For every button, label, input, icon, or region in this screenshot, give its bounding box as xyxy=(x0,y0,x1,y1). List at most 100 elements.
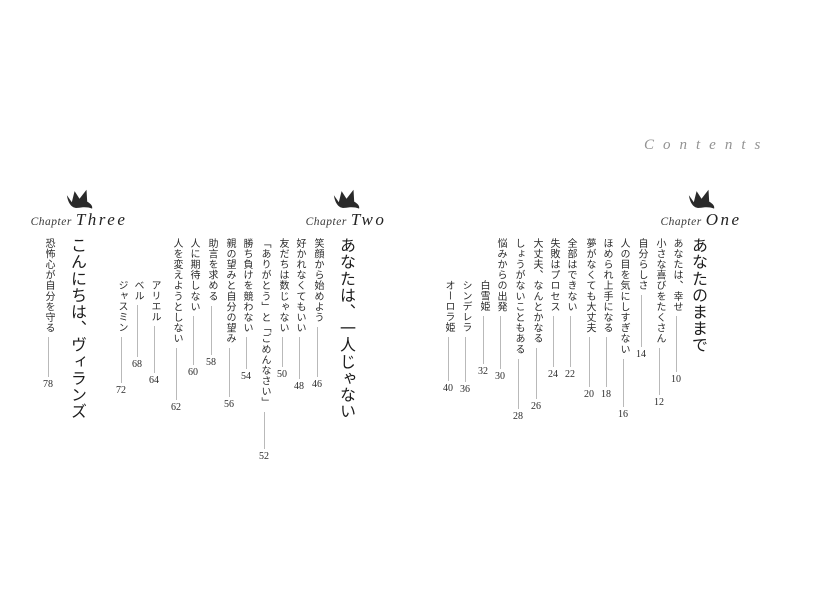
entry-title: 人の目を気にしすぎない xyxy=(618,238,629,355)
entry-page-number: 60 xyxy=(188,367,198,378)
entry-page-number: 10 xyxy=(671,374,681,385)
leader-line xyxy=(298,337,300,379)
entry-title: 全部はできない xyxy=(565,238,576,313)
toc-entry-ch1-7: 全部はできない 22 xyxy=(561,238,579,380)
toc-entry-ch1-11: 悩みからの出発 30 xyxy=(491,238,509,382)
leader-line xyxy=(640,295,642,347)
entry-title: 夢がなくても大丈夫 xyxy=(584,238,595,334)
leader-line xyxy=(281,337,283,367)
toc-entry-ch2-3: 友だちは数じゃない 50 xyxy=(273,238,291,380)
chapter-header: Chapter Three xyxy=(9,189,149,230)
entry-title: 失敗はプロセス xyxy=(548,238,559,313)
entry-title: アリエル xyxy=(149,280,160,323)
leader-line xyxy=(499,316,501,369)
entry-title: 恐怖心が自分を守る xyxy=(43,238,54,334)
chapter-heading-line: Chapter Three xyxy=(9,210,149,230)
entry-page-number: 72 xyxy=(116,385,126,396)
entry-title: 小さな喜びをたくさん xyxy=(654,238,665,344)
crown-icon xyxy=(66,189,92,209)
leader-line xyxy=(153,326,155,373)
chapter-heading-line: Chapter One xyxy=(631,210,771,230)
toc-entry-ch2-11: ベル 68 xyxy=(128,280,146,370)
entry-page-number: 16 xyxy=(618,409,628,420)
entry-title: 友だちは数じゃない xyxy=(277,238,288,334)
leader-line xyxy=(192,316,194,365)
entry-page-number: 46 xyxy=(312,379,322,390)
leader-line xyxy=(120,337,122,383)
entry-title: 「ありがとう」と「ごめんなさい」 xyxy=(259,238,270,408)
leader-line xyxy=(263,411,265,449)
entry-page-number: 48 xyxy=(294,381,304,392)
entry-title: 大丈夫、なんとかなる xyxy=(531,238,542,344)
entry-title: 自分らしさ xyxy=(636,238,647,291)
toc-entry-ch1-13: シンデレラ 36 xyxy=(456,280,474,395)
toc-entry-ch2-8: 人に期待しない 60 xyxy=(184,238,202,378)
entry-title: 人を変えようとしない xyxy=(171,238,182,344)
entry-page-number: 64 xyxy=(149,375,159,386)
leader-line xyxy=(316,326,318,377)
leader-line xyxy=(245,337,247,369)
toc-entry-ch1-1: あなたは、幸せ 10 xyxy=(667,238,685,385)
entry-page-number: 12 xyxy=(654,397,664,408)
toc-entry-ch2-1: 笑顔から始めよう 46 xyxy=(308,238,326,390)
leader-line xyxy=(175,348,177,400)
entry-page-number: 28 xyxy=(513,411,523,422)
chapter-label: Chapter xyxy=(660,216,702,228)
entry-title: 笑顔から始めよう xyxy=(312,238,323,323)
chapter-number-word: Two xyxy=(350,210,387,229)
entry-title: 白雪姫 xyxy=(478,280,489,312)
entry-title: ジャスミン xyxy=(116,280,127,333)
entry-page-number: 62 xyxy=(171,402,181,413)
toc-entry-ch2-5: 勝ち負けを競わない 54 xyxy=(237,238,255,382)
leader-line xyxy=(552,316,554,367)
entry-page-number: 78 xyxy=(43,379,53,390)
leader-line xyxy=(517,358,519,409)
crown-icon xyxy=(333,189,359,209)
chapter-title: あなたのままで xyxy=(689,237,706,354)
entry-title: 悩みからの出発 xyxy=(495,238,506,313)
chapter-label: Chapter xyxy=(305,216,347,228)
entry-page-number: 18 xyxy=(601,389,611,400)
toc-entry-ch2-10: アリエル 64 xyxy=(145,280,163,386)
chapter-heading-line: Chapter Two xyxy=(276,210,416,230)
entry-page-number: 56 xyxy=(224,399,234,410)
toc-entry-ch1-8: 失敗はプロセス 24 xyxy=(544,238,562,380)
leader-line xyxy=(464,337,466,382)
chapter-title: こんにちは、ヴィランズ xyxy=(68,237,85,420)
chapter-label: Chapter xyxy=(30,216,72,228)
crown-icon xyxy=(688,189,714,209)
entry-page-number: 52 xyxy=(259,451,269,462)
chapter-number-word: One xyxy=(705,210,742,229)
leader-line xyxy=(482,315,484,364)
entry-title: ベル xyxy=(132,280,143,302)
toc-entry-ch1-5: ほめられ上手になる 18 xyxy=(597,238,615,400)
entry-page-number: 50 xyxy=(277,369,287,380)
entry-page-number: 54 xyxy=(241,371,251,382)
entry-title: ほめられ上手になる xyxy=(601,238,612,334)
leader-line xyxy=(588,337,590,387)
entry-page-number: 36 xyxy=(460,384,470,395)
chapter-number-word: Three xyxy=(75,210,128,229)
leader-line xyxy=(605,337,607,387)
entry-page-number: 14 xyxy=(636,349,646,360)
entry-title: 好かれなくてもいい xyxy=(294,238,305,334)
toc-entry-ch1-6: 夢がなくても大丈夫 20 xyxy=(580,238,598,400)
leader-line xyxy=(210,305,212,355)
toc-entry-ch2-7: 助言を求める 58 xyxy=(202,238,220,368)
toc-entry-ch2-6: 親の望みと自分の望み 56 xyxy=(220,238,238,410)
toc-entry-ch1-4: 人の目を気にしすぎない 16 xyxy=(614,238,632,420)
entry-page-number: 30 xyxy=(495,371,505,382)
entry-page-number: 32 xyxy=(478,366,488,377)
leader-line xyxy=(569,316,571,367)
toc-entry-ch1-12: 白雪姫 32 xyxy=(474,280,492,377)
entry-page-number: 26 xyxy=(531,401,541,412)
toc-entry-ch1-3: 自分らしさ 14 xyxy=(632,238,650,360)
entry-title: あなたは、幸せ xyxy=(671,238,682,313)
entry-page-number: 40 xyxy=(443,383,453,394)
entry-title: 人に期待しない xyxy=(188,238,199,313)
entry-title: 助言を求める xyxy=(206,238,217,302)
chapter-header: Chapter Two xyxy=(276,189,416,230)
leader-line xyxy=(447,337,449,381)
toc-entry-ch1-9: 大丈夫、なんとかなる 26 xyxy=(527,238,545,412)
